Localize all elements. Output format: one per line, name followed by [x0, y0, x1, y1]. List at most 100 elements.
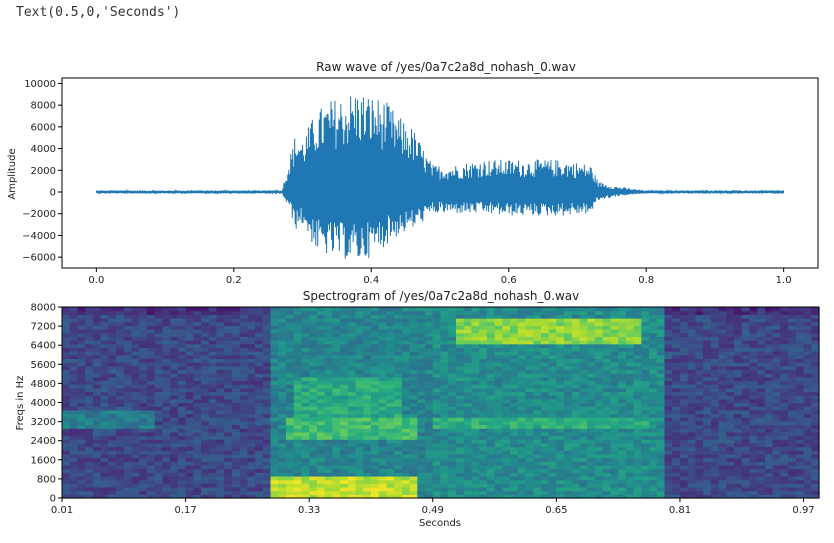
spectrogram-cell: [324, 490, 333, 495]
spectrogram-cell: [494, 391, 503, 396]
spectrogram-cell: [270, 336, 279, 341]
spectrogram-cell: [316, 325, 326, 330]
spectrogram-cell: [749, 384, 758, 389]
spectrogram-cell: [548, 472, 557, 477]
spectrogram-cell: [764, 384, 774, 389]
spectrogram-cell: [146, 307, 156, 312]
spectrogram-cell: [672, 442, 681, 448]
spectrogram-cell: [247, 468, 256, 473]
spectrogram-cell: [602, 336, 612, 341]
spectrogram-cell: [494, 420, 503, 426]
spectrogram-cell: [293, 428, 303, 433]
spectrogram-cell: [185, 494, 194, 499]
spectrogram-cell: [556, 446, 565, 451]
spectrogram-cell: [641, 486, 650, 492]
spectrogram-cell: [293, 318, 303, 323]
spectrogram-cell: [741, 420, 751, 426]
spectrogram-cell: [247, 358, 256, 363]
spectrogram-cell: [618, 435, 627, 440]
spectrogram-cell: [502, 365, 511, 371]
spectrogram-cell: [741, 417, 751, 422]
spectrogram-cell: [278, 391, 287, 396]
spectrogram-cell: [687, 446, 696, 451]
spectrogram-cell: [757, 494, 766, 499]
spectrogram-cell: [540, 362, 550, 367]
spectrogram-cell: [69, 340, 79, 345]
spectrogram-cell: [633, 354, 642, 360]
spectrogram-cell: [247, 417, 256, 422]
spectrogram-cell: [139, 318, 148, 323]
spectrogram-cell: [672, 318, 681, 323]
spectrogram-cell: [757, 354, 766, 360]
spectrogram-cell: [216, 479, 225, 484]
spectrogram-cell: [185, 486, 194, 492]
spectrogram-cell: [216, 395, 225, 400]
spectrogram-cell: [479, 343, 488, 348]
spectrogram-cell: [309, 329, 318, 334]
spectrogram-cell: [324, 413, 333, 418]
spectrogram-cell: [363, 391, 372, 396]
spectrogram-cell: [448, 314, 457, 319]
spectrogram-cell: [579, 343, 588, 348]
spectrogram-cell: [710, 354, 720, 360]
spectrogram-cell: [764, 310, 774, 315]
spectrogram-cell: [201, 435, 210, 440]
spectrogram-cell: [425, 387, 434, 393]
spectrogram-cell: [255, 490, 264, 495]
spectrogram-cell: [278, 373, 287, 378]
spectrogram-cell: [734, 453, 743, 459]
spectrogram-cell: [641, 391, 650, 396]
spectrogram-cell: [85, 362, 94, 367]
spectrogram-cell: [672, 402, 681, 407]
spectrogram-cell: [347, 406, 357, 411]
spectrogram-cell: [278, 424, 287, 429]
spectrogram-cell: [231, 494, 241, 499]
spectrogram-cell: [208, 398, 218, 404]
spectrogram-cell: [363, 329, 372, 334]
spectrogram-cell: [525, 384, 534, 389]
spectrogram-cell: [193, 457, 202, 462]
spectrogram-cell: [525, 461, 534, 466]
spectrogram-cell: [625, 457, 635, 462]
spectrogram-cell: [131, 343, 140, 348]
spectrogram-cell: [162, 439, 171, 444]
spectrogram-cell: [664, 486, 673, 492]
spectrogram-cell: [316, 373, 326, 378]
spectrogram-cell: [788, 343, 797, 348]
spectrogram-cell: [749, 314, 758, 319]
spectrogram-cell: [463, 413, 472, 418]
spectrogram-cell: [764, 343, 774, 348]
spectrogram-cell: [355, 402, 364, 407]
spectrogram-cell: [100, 472, 109, 477]
spectrogram-cell: [309, 450, 318, 455]
spectrogram-cell: [154, 318, 164, 323]
spectrogram-cell: [293, 384, 303, 389]
spectrogram-cell: [687, 354, 696, 360]
spectrogram-cell: [463, 494, 472, 499]
spectrogram-cell: [139, 479, 148, 484]
spectrogram-cell: [139, 431, 148, 437]
spectrogram-cell: [703, 413, 712, 418]
spectrogram-cell: [401, 365, 411, 371]
spectrogram-cell: [77, 420, 86, 426]
spectrogram-cell: [540, 431, 550, 437]
spectrogram-cell: [162, 376, 171, 382]
spectrogram-cell: [425, 479, 434, 484]
spectrogram-cell: [772, 406, 781, 411]
spectrogram-cell: [564, 431, 573, 437]
spectrogram-cell: [656, 494, 666, 499]
spectrogram-cell: [463, 457, 472, 462]
spectrogram-cell: [540, 442, 550, 448]
spectrogram-cell: [347, 343, 357, 348]
spectrogram-cell: [695, 475, 704, 481]
spectrogram-cell: [231, 358, 241, 363]
spectrogram-cell: [347, 494, 357, 499]
spectrogram-cell: [394, 420, 403, 426]
spectrogram-cell: [270, 343, 279, 348]
spectrogram-cell: [201, 409, 210, 415]
spectrogram-cell: [108, 332, 117, 337]
spectrogram-cell: [370, 340, 380, 345]
spectrogram-cell: [378, 358, 388, 363]
spectrogram-cell: [370, 347, 380, 352]
spectrogram-cell: [201, 424, 210, 429]
